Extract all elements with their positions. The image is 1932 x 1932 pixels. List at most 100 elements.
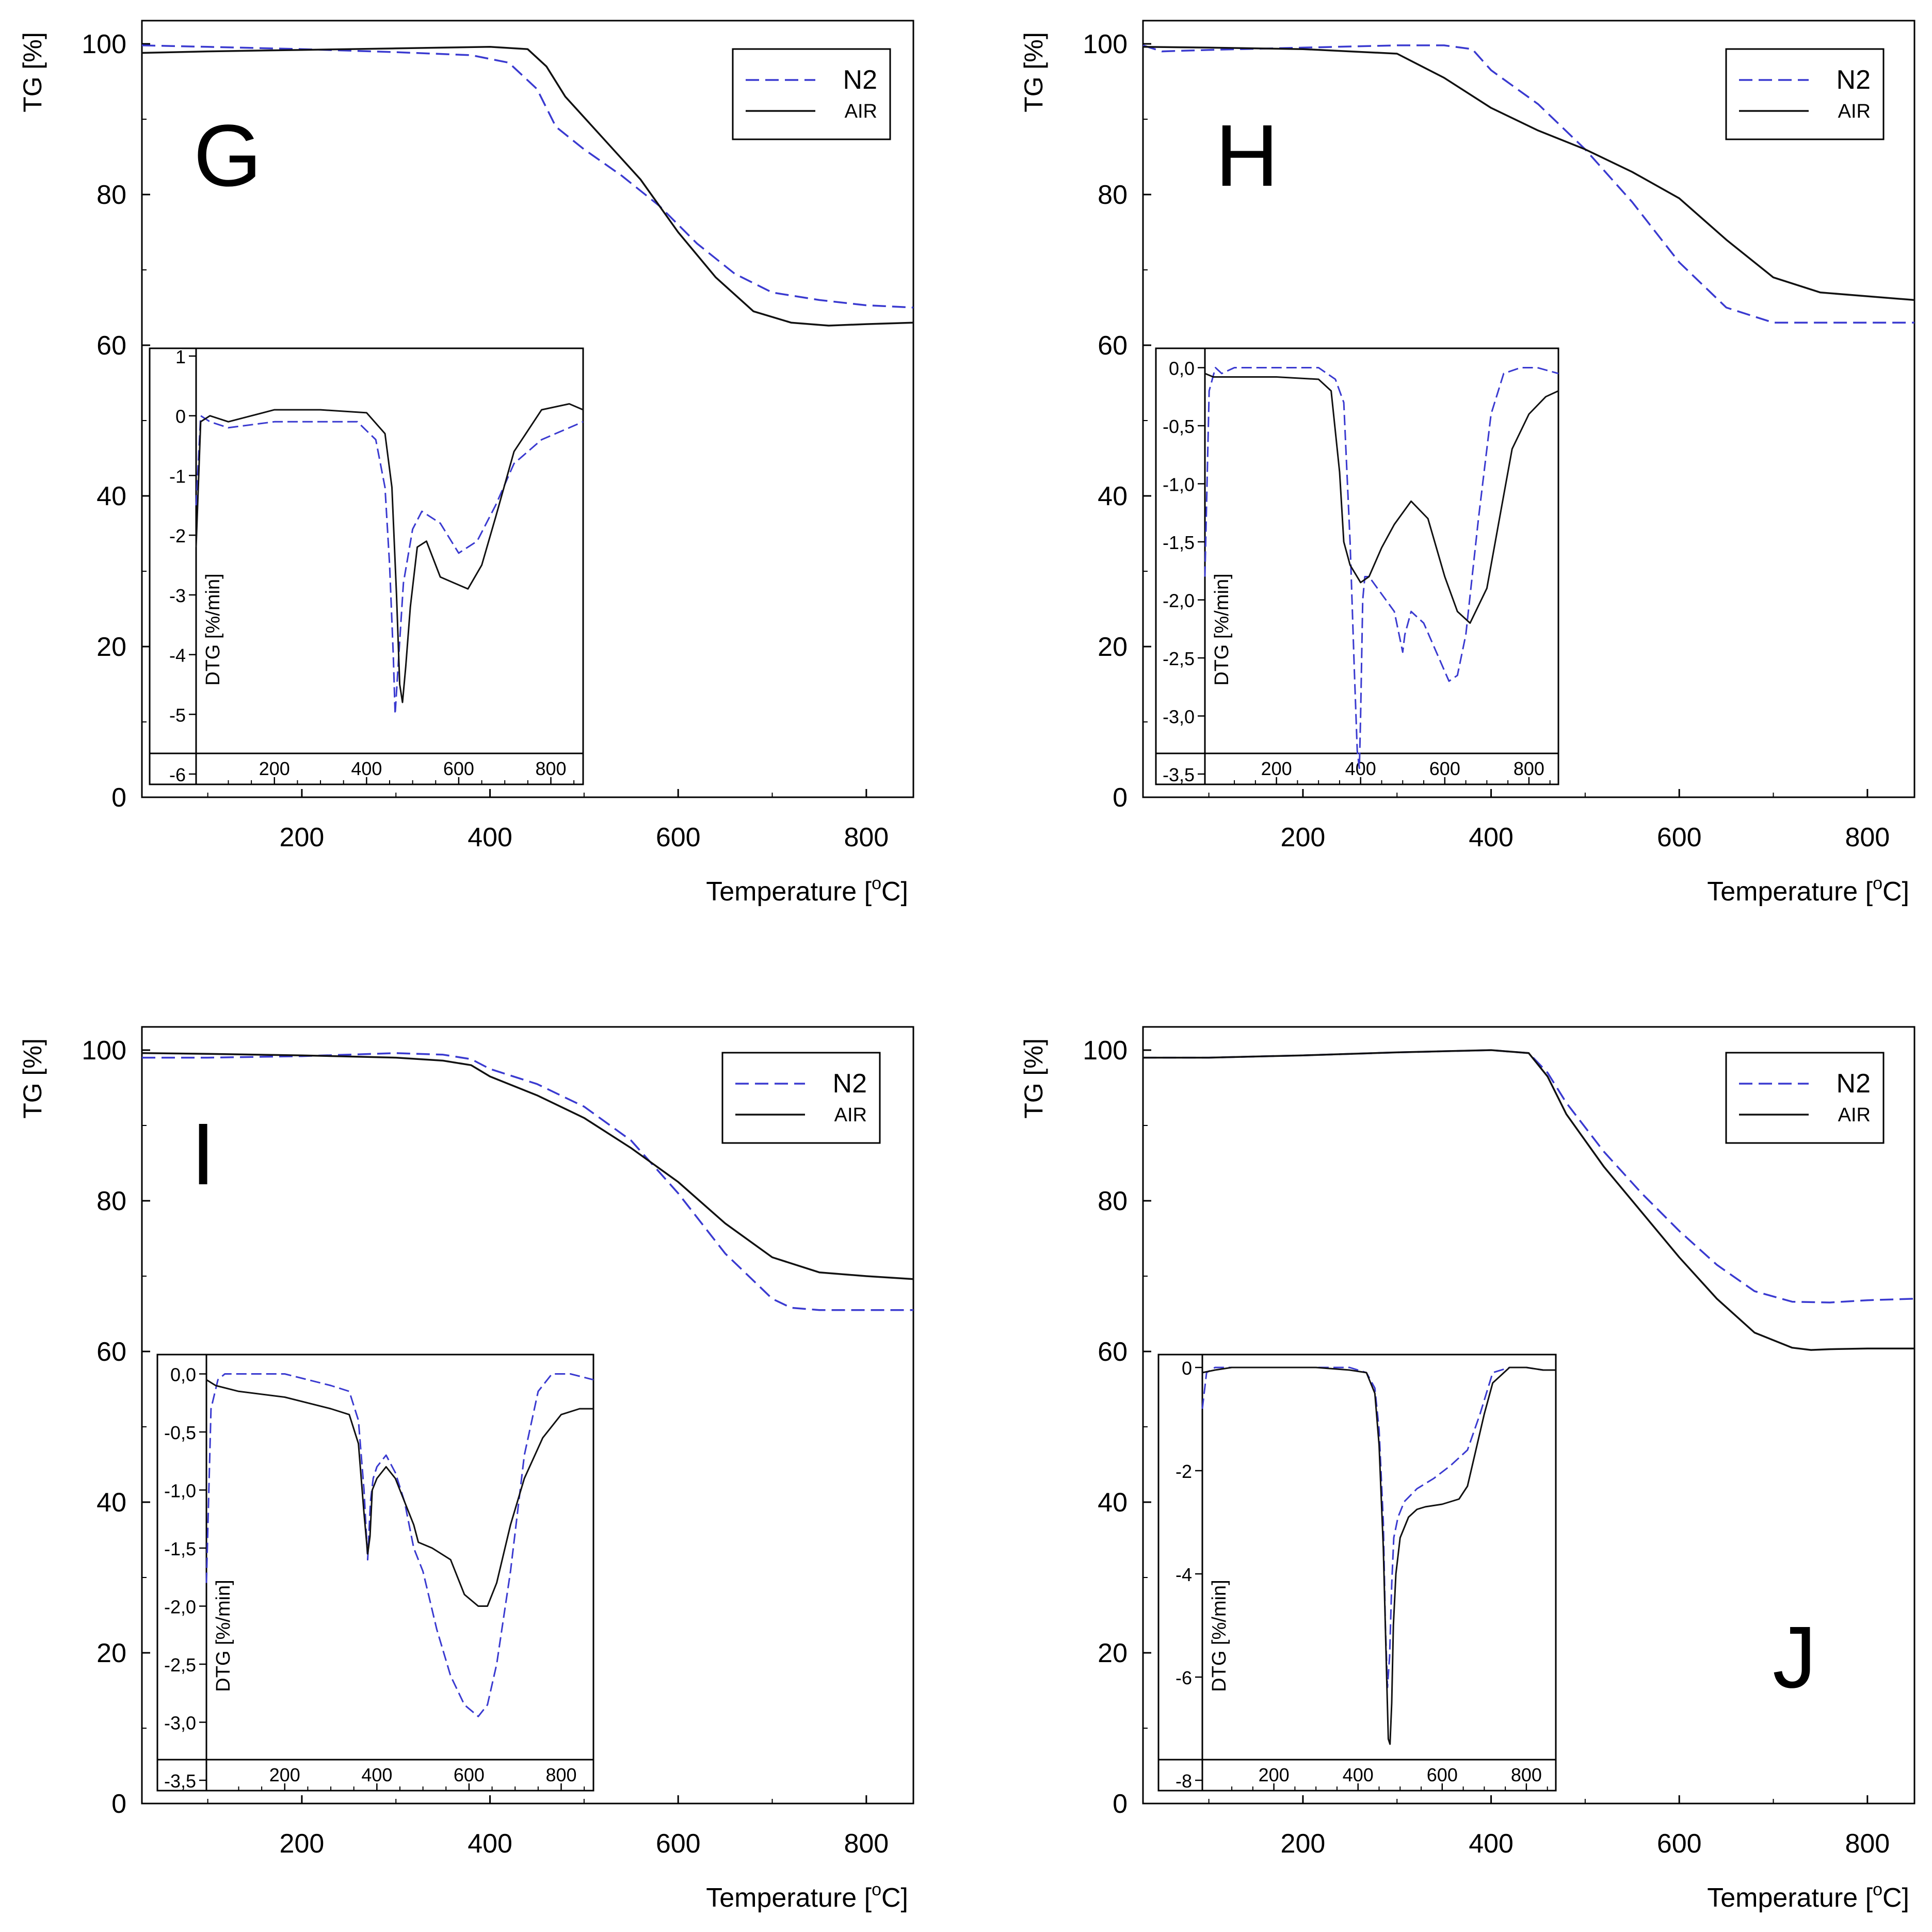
x-axis-label-part: C] — [1882, 877, 1909, 907]
inset-series-line-n2 — [1204, 367, 1559, 769]
legend-label-n2: N2 — [1837, 65, 1871, 95]
inset-y-tick-label: -8 — [1176, 1770, 1192, 1792]
panel-letter: G — [194, 107, 262, 205]
y-tick-label: 100 — [1083, 1036, 1128, 1066]
inset-y-tick-label: 0,0 — [1169, 358, 1195, 379]
legend-label-n2: N2 — [843, 65, 877, 95]
inset-y-tick-label: -3,0 — [164, 1713, 196, 1734]
inset-frame — [149, 347, 584, 785]
inset: 0 -2 -4 -6 -8 200 400 600 800 DTG [%/min] — [1157, 1354, 1557, 1792]
x-tick-label: 400 — [1469, 823, 1514, 852]
panel-G: 0 20 40 60 80 100 200 400 600 800 TG [%] Temperatur… — [18, 20, 914, 907]
plot-frame — [141, 1026, 914, 1805]
inset-x-tick-label: 600 — [1429, 758, 1460, 779]
y-tick-label: 40 — [96, 1488, 126, 1518]
x-axis-label: Temperature [oC] — [1707, 874, 1909, 907]
inset-series-line-n2 — [195, 415, 584, 715]
inset-x-tick-label: 400 — [1345, 758, 1376, 779]
x-axis-label-superscript: o — [1873, 1880, 1882, 1899]
x-tick-label: 600 — [656, 1829, 701, 1859]
inset-series-line-air — [1204, 373, 1559, 624]
x-axis-label-superscript: o — [872, 874, 881, 893]
inset-y-tick-label: -1,0 — [1163, 474, 1195, 495]
inset-y-tick-label: -1,5 — [1163, 532, 1195, 553]
inset-y-tick-label: -4 — [169, 645, 186, 666]
y-tick-label: 40 — [96, 481, 126, 511]
inset-x-tick-label: 400 — [1343, 1764, 1374, 1785]
y-tick-label: 0 — [1113, 1789, 1128, 1819]
legend-label-air: AIR — [845, 101, 877, 122]
y-tick-label: 60 — [96, 331, 126, 361]
x-tick-label: 200 — [1281, 1829, 1326, 1859]
inset-y-tick-label: -6 — [1176, 1667, 1192, 1688]
inset-x-tick-label: 800 — [545, 1764, 576, 1785]
inset-y-tick-label: -1,5 — [164, 1538, 196, 1559]
plot-frame — [1142, 20, 1915, 798]
inset-y-tick-label: 1 — [175, 346, 186, 367]
series-line-air — [1143, 1049, 1914, 1351]
inset-x-tick-label: 200 — [1259, 1764, 1290, 1785]
panel-letter: H — [1215, 107, 1279, 205]
inset-y-tick-label: -3,5 — [1163, 764, 1195, 785]
x-tick-label: 600 — [1657, 1829, 1702, 1859]
x-tick-label: 800 — [844, 1829, 889, 1859]
x-axis-label-part: Temperature [ — [706, 1883, 872, 1913]
series-line-air — [141, 1052, 914, 1280]
inset-y-axis-label: DTG [%/min] — [1211, 573, 1233, 685]
y-tick-label: 20 — [1098, 1638, 1128, 1668]
x-axis-label: Temperature [oC] — [706, 874, 908, 907]
x-tick-label: 800 — [1845, 823, 1890, 852]
x-tick-label: 800 — [1845, 1829, 1890, 1859]
inset-x-tick-label: 200 — [269, 1764, 300, 1785]
inset-x-tick-label: 200 — [1261, 758, 1292, 779]
y-tick-label: 40 — [1098, 481, 1128, 511]
panel-letter: I — [191, 1105, 215, 1203]
inset: 0,0 -0,5 -1,0 -1,5 -2,0 -2,5 -3,0 -3,5 200 400 600… — [1155, 347, 1559, 785]
inset-frame — [1155, 347, 1559, 785]
y-tick-label: 80 — [96, 1186, 126, 1216]
inset-y-tick-label: -2,0 — [164, 1597, 196, 1618]
y-tick-label: 20 — [1098, 632, 1128, 662]
series-line-n2 — [142, 1052, 913, 1311]
y-tick-label: 60 — [1098, 1337, 1128, 1367]
x-tick-label: 400 — [468, 823, 512, 852]
x-axis-label-part: C] — [881, 1883, 908, 1913]
inset-y-tick-label: -2 — [1176, 1461, 1192, 1482]
inset-y-tick-label: -0,5 — [1163, 416, 1195, 437]
inset-frame — [1157, 1354, 1557, 1792]
inset-x-tick-label: 600 — [1427, 1764, 1458, 1785]
legend-label-n2: N2 — [833, 1069, 867, 1099]
x-tick-label: 200 — [1281, 823, 1326, 852]
x-axis-label-part: Temperature [ — [1707, 877, 1873, 907]
y-tick-label: 100 — [1083, 29, 1128, 59]
panel-I: 0 20 40 60 80 100 200 400 600 800 TG [%] Temperatur… — [18, 1026, 914, 1913]
x-tick-label: 200 — [280, 823, 325, 852]
plot-frame — [1142, 1026, 1915, 1805]
y-tick-label: 20 — [96, 632, 126, 662]
y-tick-label: 80 — [96, 180, 126, 210]
inset-y-tick-label: 0 — [1182, 1358, 1192, 1379]
legend-label-air: AIR — [1838, 101, 1871, 122]
legend-label-air: AIR — [1838, 1104, 1871, 1126]
legend: N2 AIR — [732, 48, 891, 140]
inset: 1 0 -1 -2 -3 -4 -5 -6 200 400 600 800 DTG [%/min] — [149, 346, 584, 785]
inset-y-tick-label: -2,0 — [1163, 590, 1195, 611]
x-axis-label: Temperature [oC] — [1707, 1880, 1909, 1913]
inset-x-tick-label: 400 — [351, 758, 382, 779]
inset-series-line-air — [195, 403, 584, 703]
inset-y-axis-label: DTG [%/min] — [1209, 1580, 1230, 1692]
series-line-n2 — [141, 44, 914, 309]
inset-x-tick-label: 400 — [361, 1764, 392, 1785]
panel-H: 0 20 40 60 80 100 200 400 600 800 TG [%] Temperatur… — [1019, 20, 1915, 907]
x-axis-label-part: C] — [1882, 1883, 1909, 1913]
legend: N2 AIR — [1725, 48, 1885, 140]
inset-y-axis-label: DTG [%/min] — [213, 1580, 234, 1692]
y-tick-label: 0 — [1113, 783, 1128, 813]
x-tick-label: 200 — [280, 1829, 325, 1859]
inset-y-axis-label: DTG [%/min] — [202, 573, 224, 685]
inset-x-tick-label: 800 — [535, 758, 566, 779]
inset-y-tick-label: -1 — [169, 465, 186, 487]
legend-label-air: AIR — [834, 1104, 867, 1126]
inset-y-tick-label: -0,5 — [164, 1422, 196, 1443]
inset-y-tick-label: -2,5 — [1163, 648, 1195, 669]
